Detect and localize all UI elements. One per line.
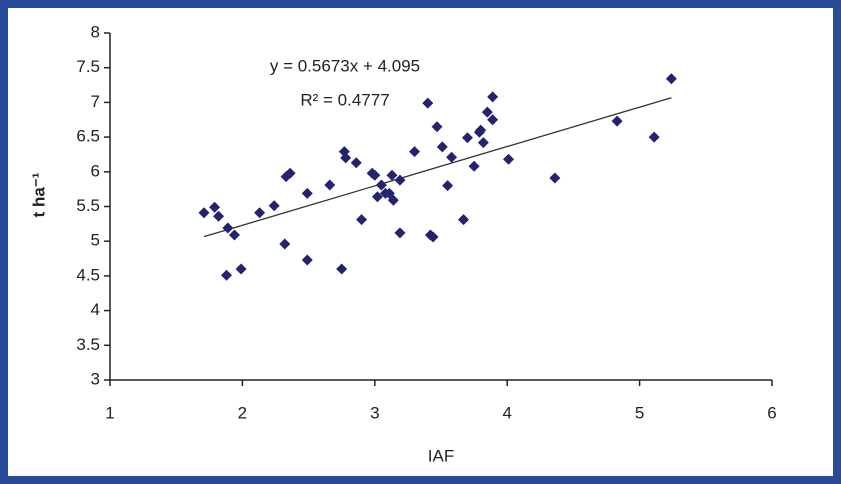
trend-equation: y = 0.5673x + 4.095	[270, 56, 420, 75]
x-tick-label: 3	[370, 403, 379, 422]
point	[387, 194, 399, 206]
point	[431, 121, 443, 133]
point	[254, 207, 266, 219]
point	[422, 97, 434, 109]
point	[371, 191, 383, 203]
point	[213, 210, 225, 222]
r-squared: R² = 0.4777	[300, 90, 389, 109]
point	[324, 179, 336, 191]
x-axis-label: IAF	[428, 446, 454, 465]
x-tick-label: 1	[105, 403, 114, 422]
point	[503, 153, 515, 165]
point	[301, 254, 313, 266]
point	[301, 187, 313, 199]
point	[386, 169, 398, 181]
point	[665, 73, 677, 85]
point	[340, 152, 352, 164]
point	[336, 263, 348, 275]
point	[221, 269, 233, 281]
trendline	[203, 97, 672, 238]
point	[279, 238, 291, 250]
point	[222, 222, 234, 234]
y-tick-label: 3.5	[76, 335, 100, 354]
x-tick-label: 6	[767, 403, 776, 422]
y-tick-label: 3	[91, 369, 100, 388]
point	[481, 106, 493, 118]
y-tick-label: 7.5	[76, 57, 100, 76]
y-tick-label: 4	[91, 300, 100, 319]
point	[468, 160, 480, 172]
y-tick-label: 6.5	[76, 127, 100, 146]
point	[268, 200, 280, 212]
point	[427, 231, 439, 243]
point	[549, 172, 561, 184]
y-tick-label: 8	[91, 22, 100, 41]
point	[369, 169, 381, 181]
point	[228, 229, 240, 241]
point	[235, 263, 247, 275]
x-tick-label: 2	[238, 403, 247, 422]
point	[284, 167, 296, 179]
point	[394, 227, 406, 239]
point	[477, 137, 489, 149]
point	[458, 214, 470, 226]
point	[442, 180, 454, 192]
x-tick-label: 5	[635, 403, 644, 422]
y-tick-label: 5.5	[76, 196, 100, 215]
point	[487, 114, 499, 126]
point	[487, 91, 499, 103]
y-tick-label: 4.5	[76, 265, 100, 284]
y-tick-label: 7	[91, 92, 100, 111]
point	[475, 124, 487, 136]
point	[350, 157, 362, 169]
point	[446, 151, 458, 163]
point	[209, 201, 221, 213]
x-tick-label: 4	[502, 403, 511, 422]
point	[611, 115, 623, 127]
point	[356, 214, 368, 226]
point	[648, 131, 660, 143]
point	[409, 146, 421, 158]
point	[375, 179, 387, 191]
y-tick-label: 6	[91, 161, 100, 180]
point	[198, 207, 210, 219]
y-axis-label: t ha⁻¹	[29, 172, 48, 217]
point	[461, 132, 473, 144]
point	[394, 174, 406, 186]
y-tick-label: 5	[91, 231, 100, 250]
point	[436, 141, 448, 153]
